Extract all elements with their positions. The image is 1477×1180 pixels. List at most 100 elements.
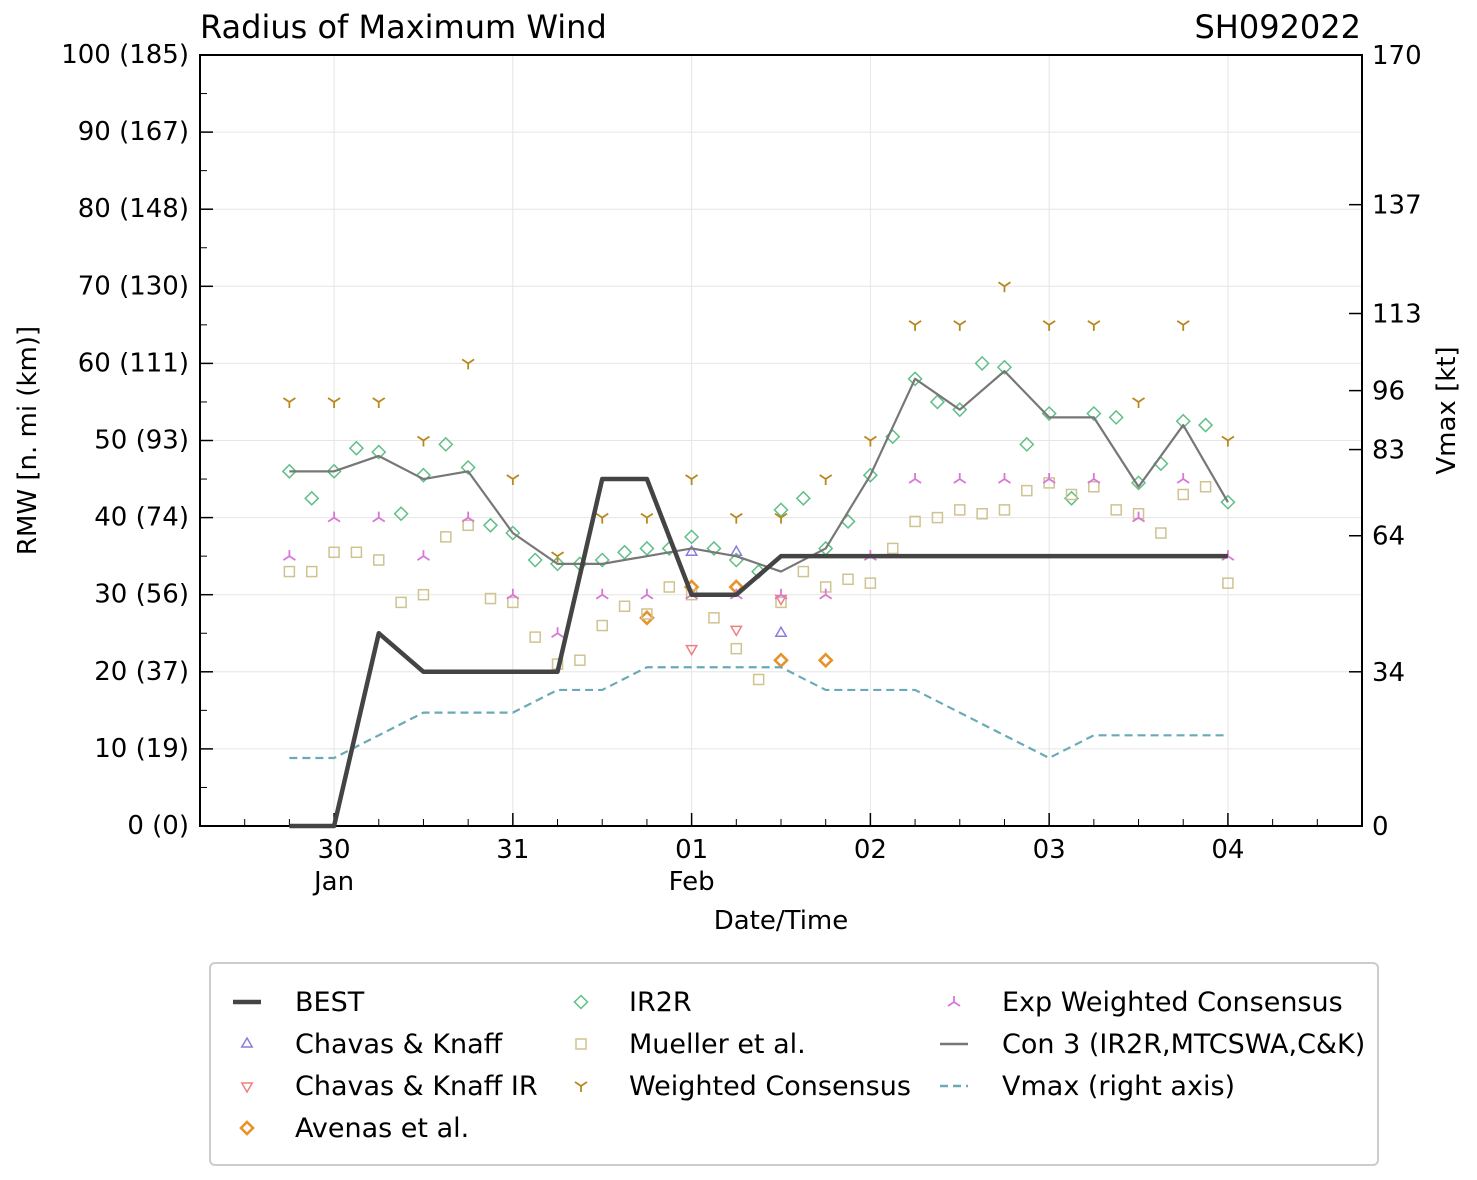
series-chavas-knaff-ir — [685, 594, 788, 657]
point-ir2r — [594, 552, 610, 568]
legend-label: Weighted Consensus — [629, 1070, 911, 1102]
x-tick-label: 03 — [1033, 835, 1066, 865]
point-ir2r — [1220, 494, 1236, 510]
point-ir2r — [1175, 413, 1191, 429]
y-tick-label: 90 (167) — [78, 117, 189, 147]
series-con-3-ir2r-mtcswa-c-k — [289, 370, 1229, 573]
point-weighted-consensus — [416, 435, 430, 447]
point-mueller-et-al — [417, 588, 430, 601]
point-weighted-consensus — [729, 512, 743, 524]
point-weighted-consensus — [506, 474, 520, 486]
y-tick-label: 0 (0) — [127, 811, 189, 841]
point-avenas-et-al — [817, 652, 834, 669]
x-tick-sublabel: Feb — [669, 867, 715, 897]
point-exp-weighted-consensus — [506, 588, 520, 600]
point-mueller-et-al — [864, 577, 877, 589]
point-mueller-et-al — [1222, 577, 1234, 589]
x-tick-label: 04 — [1211, 835, 1244, 865]
storm-id: SH092022 — [1194, 8, 1361, 46]
legend-marker — [575, 1038, 587, 1050]
x-tick-label: 02 — [854, 835, 887, 865]
legend: BEST Chavas & Knaff Chavas & Knaff IR Avena… — [209, 962, 1379, 1166]
point-mueller-et-al — [618, 600, 631, 613]
point-weighted-consensus — [1221, 435, 1235, 447]
point-weighted-consensus — [908, 320, 922, 331]
point-mueller-et-al — [1088, 481, 1100, 493]
point-ir2r — [706, 540, 722, 557]
legend-item-avenas-et-al: Avenas et al. — [229, 1108, 469, 1148]
legend-item-weighted-consensus: Weighted Consensus — [563, 1066, 911, 1106]
legend-label: Con 3 (IR2R,MTCSWA,C&K) — [1002, 1028, 1366, 1060]
point-mueller-et-al — [484, 592, 497, 605]
point-ir2r — [795, 490, 811, 506]
point-weighted-consensus — [1042, 320, 1056, 331]
point-ir2r — [393, 506, 409, 522]
point-ir2r — [862, 467, 878, 483]
legend-item-con-3-ir2r-mtcswa-c-k: Con 3 (IR2R,MTCSWA,C&K) — [936, 1024, 1365, 1064]
point-ir2r — [438, 436, 454, 452]
legend-key-vmax-right-axis — [940, 1084, 968, 1088]
point-weighted-consensus — [595, 512, 609, 524]
point-ir2r — [1019, 436, 1035, 452]
point-weighted-consensus — [863, 435, 877, 447]
point-ir2r — [304, 490, 320, 506]
point-mueller-et-al — [373, 554, 385, 566]
legend-item-chavas-knaff: Chavas & Knaff — [229, 1024, 502, 1064]
y2-tick-label: 96 — [1372, 377, 1405, 407]
y-axis-left: 0 (0) 10 (19) 20 (37) 30 (56) 40 (74) 50 (93)… — [13, 40, 213, 841]
x-tick-label: 31 — [496, 835, 529, 865]
legend-marker — [573, 994, 589, 1010]
point-ir2r — [840, 513, 856, 530]
y2-tick-label: 34 — [1372, 658, 1405, 688]
point-weighted-consensus — [997, 281, 1011, 293]
point-exp-weighted-consensus — [1132, 511, 1146, 523]
point-mueller-et-al — [1132, 507, 1145, 520]
grid — [200, 54, 1362, 827]
point-mueller-et-al — [752, 673, 765, 686]
point-chavas-knaff — [774, 625, 788, 637]
y2-tick-label: 137 — [1372, 191, 1422, 221]
legend-label: BEST — [295, 986, 365, 1018]
series-vmax-right-axis — [289, 666, 1228, 760]
legend-key-ir2r — [573, 994, 589, 1010]
point-exp-weighted-consensus — [640, 588, 654, 600]
point-mueller-et-al — [440, 531, 452, 543]
series-ir2r — [281, 355, 1236, 580]
point-exp-weighted-consensus — [327, 511, 341, 523]
point-ir2r — [415, 467, 432, 483]
legend-label: Avenas et al. — [295, 1112, 470, 1144]
point-weighted-consensus — [819, 474, 833, 486]
point-mueller-et-al — [529, 631, 541, 643]
point-exp-weighted-consensus — [282, 550, 296, 561]
point-weighted-consensus — [1087, 320, 1101, 331]
point-mueller-et-al — [641, 608, 653, 620]
point-weighted-consensus — [372, 397, 386, 408]
y2-tick-label: 83 — [1372, 436, 1405, 466]
legend-label: Vmax (right axis) — [1002, 1070, 1236, 1102]
point-ir2r — [527, 552, 543, 568]
point-mueller-et-al — [1021, 484, 1033, 497]
point-ir2r — [907, 371, 923, 387]
point-mueller-et-al — [305, 565, 318, 578]
point-exp-weighted-consensus — [372, 511, 386, 523]
point-mueller-et-al — [574, 654, 586, 666]
line-vmax-right-axis — [289, 666, 1228, 760]
legend-label: Chavas & Knaff — [295, 1028, 503, 1060]
point-weighted-consensus — [282, 397, 296, 408]
point-mueller-et-al — [1177, 488, 1189, 501]
y-tick-label: 50 (93) — [94, 426, 189, 456]
x-tick-sublabel: Jan — [312, 867, 354, 897]
point-ir2r — [929, 394, 945, 410]
point-weighted-consensus — [774, 512, 788, 524]
y-tick-label: 80 (148) — [78, 194, 189, 224]
point-mueller-et-al — [350, 546, 363, 559]
legend-item-mueller-et-al: Mueller et al. — [563, 1024, 806, 1064]
point-mueller-et-al — [1199, 481, 1212, 493]
y2-tick-label: 0 — [1372, 812, 1389, 842]
y-tick-label: 20 (37) — [94, 657, 189, 687]
line-best — [289, 476, 1228, 829]
point-mueller-et-al — [328, 546, 340, 559]
legend-marker — [947, 996, 961, 1007]
legend-key-avenas-et-al — [239, 1120, 255, 1136]
